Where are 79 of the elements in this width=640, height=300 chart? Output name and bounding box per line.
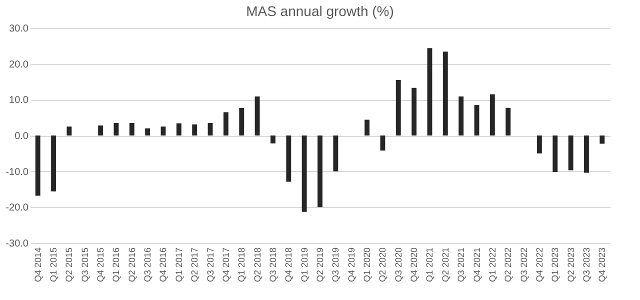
x-tick-label: Q2 2016 [126,248,137,282]
bar [584,136,589,173]
bar [208,122,213,136]
bar [474,105,480,136]
x-tick-label: Q3 2015 [80,248,90,282]
bar [600,136,605,144]
x-tick-label: Q3 2022 [518,248,529,282]
bar [506,108,511,136]
bar [286,136,292,182]
y-tick-label: 0.0 [14,131,29,142]
x-tick-label: Q2 2023 [566,248,576,282]
bar [333,136,338,172]
bar [412,88,417,136]
bar [490,94,495,136]
bar [536,136,542,154]
x-tick-label: Q1 2021 [424,248,435,282]
bar [129,122,134,136]
y-tick-label: 30.0 [9,24,29,34]
bar [318,136,322,208]
x-tick-label: Q4 2016 [158,248,168,282]
bar [239,108,244,136]
x-tick-label: Q1 2015 [48,248,59,282]
bar [145,128,150,136]
bar [176,123,182,136]
bar [568,136,574,170]
bar [380,136,386,151]
x-tick-label: Q3 2021 [456,248,466,282]
bar [98,125,104,136]
y-tick-label: 10.0 [9,95,29,106]
x-tick-label: Q2 2022 [503,248,514,282]
x-tick-label: Q2 2021 [440,248,450,282]
y-tick-label: 20.0 [9,59,29,70]
bar [427,48,432,136]
bar [35,136,40,196]
y-tick-label: -10.0 [6,166,29,178]
bar [51,136,56,192]
x-tick-label: Q4 2017 [220,248,231,282]
bar [192,124,198,136]
bar [254,96,260,136]
bar [442,52,448,136]
x-tick-label: Q4 2014 [32,248,43,282]
bar [396,80,401,136]
x-tick-label: Q2 2015 [64,248,74,282]
x-tick-label: Q4 2021 [472,248,482,282]
x-tick-label: Q2 2018 [252,248,262,282]
bar [552,136,558,172]
chart-title: MAS annual growth (%) [246,3,394,19]
x-tick-label: Q1 2017 [174,248,184,282]
x-tick-label: Q4 2020 [409,248,420,282]
bar [302,136,307,212]
y-tick-label: -30.0 [6,238,29,250]
x-tick-label: Q1 2022 [487,248,498,282]
x-tick-label: Q3 2020 [393,248,404,282]
bar [160,126,166,136]
x-tick-label: Q1 2019 [299,248,310,282]
x-tick-label: Q3 2023 [581,248,592,282]
x-tick-label: Q4 2019 [346,248,356,282]
x-tick-label: Q1 2020 [362,248,372,282]
bar [223,112,228,136]
bar [270,136,276,144]
x-tick-label: Q1 2023 [550,248,560,282]
x-tick-label: Q3 2018 [268,248,278,282]
x-tick-label: Q4 2018 [284,248,294,282]
x-tick-label: Q4 2015 [96,248,106,282]
y-tick-label: -20.0 [6,202,29,214]
bar [458,96,464,136]
x-tick-label: Q3 2016 [142,248,153,282]
x-tick-label: Q1 2016 [111,248,122,282]
bar [114,122,119,136]
bar [66,126,72,136]
x-tick-label: Q4 2023 [597,248,608,282]
x-tick-label: Q4 2022 [534,248,544,282]
x-tick-label: Q2 2017 [190,248,200,282]
x-tick-label: Q1 2018 [236,248,247,282]
x-tick-label: Q3 2019 [330,248,341,282]
x-tick-label: Q3 2017 [205,248,216,282]
x-tick-label: Q2 2020 [378,248,388,282]
bar [364,120,370,136]
x-tick-label: Q2 2019 [315,248,325,282]
